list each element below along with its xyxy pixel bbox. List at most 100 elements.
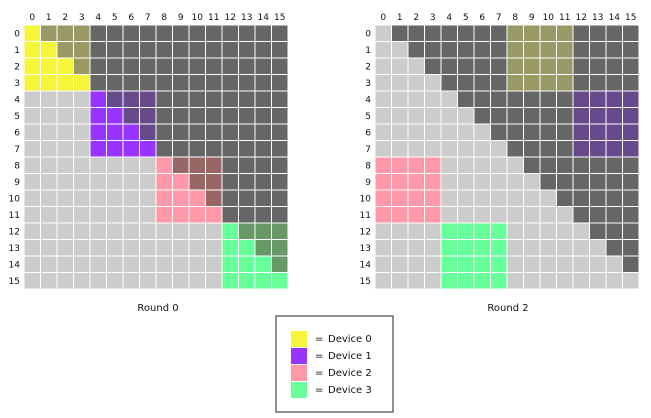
grid-cell	[106, 239, 124, 257]
grid-cell	[407, 90, 425, 108]
grid-cell	[172, 74, 190, 92]
grid-cell	[572, 272, 590, 290]
grid-cell	[155, 57, 173, 75]
grid-cell	[89, 41, 107, 59]
grid-cell	[23, 74, 41, 92]
grid-cell	[523, 255, 541, 273]
grid-cell	[523, 222, 541, 240]
grid-cell	[457, 107, 475, 125]
grid-cell	[523, 272, 541, 290]
grid-cell	[473, 189, 491, 207]
grid-cell	[139, 156, 157, 174]
grid-cell	[407, 57, 425, 75]
grid-cell	[391, 107, 409, 125]
grid-cell	[572, 41, 590, 59]
grid-cell	[221, 156, 239, 174]
grid-cell	[56, 206, 74, 224]
grid-cell	[172, 107, 190, 125]
grid-cell	[254, 189, 272, 207]
grid-cell	[523, 189, 541, 207]
grid-cell	[238, 239, 256, 257]
grid-cell	[457, 90, 475, 108]
grid-cell	[391, 57, 409, 75]
column-tick-label: 1	[46, 13, 52, 23]
row-tick-label: 14	[9, 260, 21, 270]
grid-cell	[473, 57, 491, 75]
grid-cell	[589, 255, 607, 273]
grid-cell	[73, 123, 91, 141]
grid-cell	[424, 123, 442, 141]
legend-label: Device 2	[328, 368, 372, 379]
grid-cell	[221, 107, 239, 125]
legend-label: Device 3	[328, 385, 372, 396]
grid-cell	[424, 90, 442, 108]
row-tick-label: 15	[360, 277, 371, 287]
row-tick-label: 4	[365, 95, 371, 105]
grid-cell	[155, 272, 173, 290]
grid-cell	[490, 107, 508, 125]
grid-cell	[622, 24, 640, 42]
column-tick-label: 8	[512, 13, 518, 23]
grid-cell	[221, 24, 239, 42]
legend-swatch	[291, 382, 307, 398]
grid-cell	[155, 255, 173, 273]
grid-cell	[407, 156, 425, 174]
column-tick-label: 13	[241, 13, 252, 23]
grid-cell	[440, 239, 458, 257]
column-tick-label: 11	[208, 13, 219, 23]
grid-cell	[238, 173, 256, 191]
grid-cell	[238, 123, 256, 141]
grid-cell	[440, 107, 458, 125]
column-tick-label: 0	[29, 13, 35, 23]
grid-cell	[407, 239, 425, 257]
grid-cell	[188, 107, 206, 125]
grid-cell	[622, 222, 640, 240]
grid-cell	[523, 123, 541, 141]
grid-cell	[139, 140, 157, 158]
grid-cell	[172, 255, 190, 273]
grid-cell	[23, 189, 41, 207]
grid-cell	[374, 189, 392, 207]
row-tick-label: 13	[360, 244, 371, 254]
grid-cell	[457, 173, 475, 191]
grid-cell	[622, 156, 640, 174]
grid-cell	[622, 206, 640, 224]
row-tick-label: 1	[365, 46, 371, 56]
column-tick-label: 2	[413, 13, 419, 23]
column-tick-label: 0	[380, 13, 386, 23]
grid-cell	[23, 272, 41, 290]
grid-cell	[473, 272, 491, 290]
grid-cell	[254, 24, 272, 42]
grid-cell	[440, 189, 458, 207]
grid-cell	[205, 272, 223, 290]
column-tick-label: 15	[274, 13, 285, 23]
grid-cell	[40, 189, 58, 207]
grid-cell	[238, 74, 256, 92]
grid-cell	[172, 222, 190, 240]
grid-cell	[457, 140, 475, 158]
row-tick-label: 15	[9, 277, 20, 287]
row-tick-label: 5	[14, 112, 20, 122]
grid-cell	[539, 57, 557, 75]
grid-cell	[254, 57, 272, 75]
grid-cell	[490, 123, 508, 141]
grid-cell	[139, 123, 157, 141]
grid-cell	[473, 239, 491, 257]
grid-cell	[572, 90, 590, 108]
grid-cell	[89, 272, 107, 290]
grid-cell	[457, 255, 475, 273]
grid-cell	[172, 24, 190, 42]
grid-cell	[271, 239, 289, 257]
grid-cell	[221, 90, 239, 108]
grid-cell	[205, 206, 223, 224]
grid-cell	[221, 206, 239, 224]
grid-cell	[221, 173, 239, 191]
grid-cell	[589, 222, 607, 240]
grid-cell	[73, 107, 91, 125]
grid-cell	[523, 24, 541, 42]
row-tick-label: 11	[9, 211, 20, 221]
grid-cell	[106, 255, 124, 273]
grid-cell	[605, 173, 623, 191]
grid-cell	[89, 156, 107, 174]
grid-cell	[23, 239, 41, 257]
